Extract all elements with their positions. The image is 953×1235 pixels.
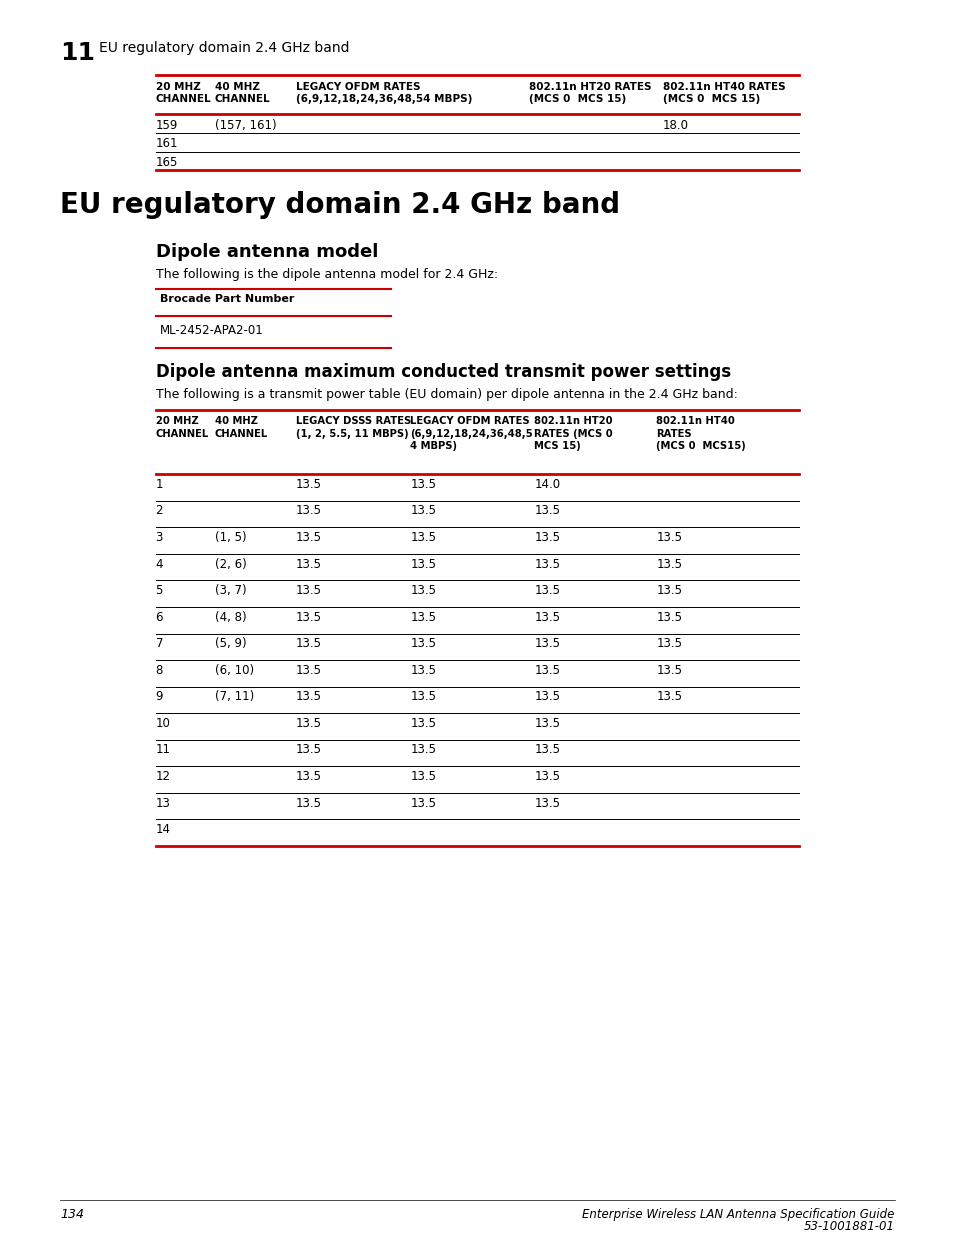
Text: 10: 10: [155, 716, 171, 730]
Text: 13: 13: [155, 797, 171, 810]
Text: 13.5: 13.5: [410, 743, 436, 757]
Text: (5, 9): (5, 9): [214, 637, 246, 651]
Text: 8: 8: [155, 664, 163, 677]
Text: 13.5: 13.5: [410, 504, 436, 517]
Text: (4, 8): (4, 8): [214, 611, 246, 624]
Text: 53-1001881-01: 53-1001881-01: [803, 1220, 894, 1234]
Text: 14: 14: [155, 824, 171, 836]
Text: Dipole antenna model: Dipole antenna model: [155, 243, 377, 262]
Text: 13.5: 13.5: [295, 637, 321, 651]
Text: 9: 9: [155, 690, 163, 704]
Text: 13.5: 13.5: [295, 531, 321, 545]
Text: 13.5: 13.5: [534, 637, 559, 651]
Text: 13.5: 13.5: [534, 716, 559, 730]
Text: 40 MHZ
CHANNEL: 40 MHZ CHANNEL: [214, 416, 268, 438]
Text: 13.5: 13.5: [295, 797, 321, 810]
Text: (7, 11): (7, 11): [214, 690, 253, 704]
Text: 802.11n HT40 RATES
(MCS 0  MCS 15): 802.11n HT40 RATES (MCS 0 MCS 15): [662, 82, 785, 104]
Text: 13.5: 13.5: [534, 771, 559, 783]
Text: 13.5: 13.5: [534, 690, 559, 704]
Text: 18.0: 18.0: [662, 119, 688, 132]
Text: 11: 11: [60, 41, 95, 64]
Text: The following is a transmit power table (EU domain) per dipole antenna in the 2.: The following is a transmit power table …: [155, 388, 737, 401]
Text: 13.5: 13.5: [410, 664, 436, 677]
Text: 13.5: 13.5: [410, 771, 436, 783]
Text: 12: 12: [155, 771, 171, 783]
Text: 20 MHZ
CHANNEL: 20 MHZ CHANNEL: [155, 82, 211, 104]
Text: 802.11n HT20 RATES
(MCS 0  MCS 15): 802.11n HT20 RATES (MCS 0 MCS 15): [529, 82, 651, 104]
Text: 13.5: 13.5: [534, 558, 559, 571]
Text: 13.5: 13.5: [656, 531, 681, 545]
Text: 134: 134: [60, 1208, 84, 1221]
Text: 13.5: 13.5: [534, 584, 559, 598]
Text: Enterprise Wireless LAN Antenna Specification Guide: Enterprise Wireless LAN Antenna Specific…: [582, 1208, 894, 1221]
Text: 13.5: 13.5: [656, 664, 681, 677]
Text: 13.5: 13.5: [534, 611, 559, 624]
Text: 161: 161: [155, 137, 178, 151]
Text: (6, 10): (6, 10): [214, 664, 253, 677]
Text: 13.5: 13.5: [295, 664, 321, 677]
Text: EU regulatory domain 2.4 GHz band: EU regulatory domain 2.4 GHz band: [99, 41, 350, 56]
Text: 159: 159: [155, 119, 177, 132]
Text: 13.5: 13.5: [410, 637, 436, 651]
Text: 2: 2: [155, 504, 163, 517]
Text: 13.5: 13.5: [534, 531, 559, 545]
Text: 5: 5: [155, 584, 163, 598]
Text: 802.11n HT40
RATES
(MCS 0  MCS15): 802.11n HT40 RATES (MCS 0 MCS15): [656, 416, 745, 451]
Text: 6: 6: [155, 611, 163, 624]
Text: 165: 165: [155, 156, 177, 169]
Text: (1, 5): (1, 5): [214, 531, 246, 545]
Text: 13.5: 13.5: [656, 558, 681, 571]
Text: (3, 7): (3, 7): [214, 584, 246, 598]
Text: 13.5: 13.5: [656, 637, 681, 651]
Text: (157, 161): (157, 161): [214, 119, 276, 132]
Text: 13.5: 13.5: [295, 558, 321, 571]
Text: 11: 11: [155, 743, 171, 757]
Text: 13.5: 13.5: [534, 797, 559, 810]
Text: 13.5: 13.5: [410, 690, 436, 704]
Text: 13.5: 13.5: [410, 478, 436, 492]
Text: The following is the dipole antenna model for 2.4 GHz:: The following is the dipole antenna mode…: [155, 268, 497, 282]
Text: LEGACY DSSS RATES
(1, 2, 5.5, 11 MBPS): LEGACY DSSS RATES (1, 2, 5.5, 11 MBPS): [295, 416, 411, 438]
Text: 14.0: 14.0: [534, 478, 559, 492]
Text: 13.5: 13.5: [295, 478, 321, 492]
Text: LEGACY OFDM RATES
(6,9,12,18,24,36,48,54 MBPS): LEGACY OFDM RATES (6,9,12,18,24,36,48,54…: [295, 82, 472, 104]
Text: 13.5: 13.5: [410, 611, 436, 624]
Text: 802.11n HT20
RATES (MCS 0
MCS 15): 802.11n HT20 RATES (MCS 0 MCS 15): [534, 416, 612, 451]
Text: ML-2452-APA2-01: ML-2452-APA2-01: [160, 324, 264, 337]
Text: (2, 6): (2, 6): [214, 558, 246, 571]
Text: LEGACY OFDM RATES
(6,9,12,18,24,36,48,5
4 MBPS): LEGACY OFDM RATES (6,9,12,18,24,36,48,5 …: [410, 416, 533, 451]
Text: 13.5: 13.5: [295, 690, 321, 704]
Text: 4: 4: [155, 558, 163, 571]
Text: 40 MHZ
CHANNEL: 40 MHZ CHANNEL: [214, 82, 270, 104]
Text: 13.5: 13.5: [656, 611, 681, 624]
Text: 13.5: 13.5: [410, 797, 436, 810]
Text: 13.5: 13.5: [656, 690, 681, 704]
Text: Dipole antenna maximum conducted transmit power settings: Dipole antenna maximum conducted transmi…: [155, 363, 730, 382]
Text: 13.5: 13.5: [410, 558, 436, 571]
Text: 13.5: 13.5: [534, 504, 559, 517]
Text: 13.5: 13.5: [534, 743, 559, 757]
Text: 7: 7: [155, 637, 163, 651]
Text: 20 MHZ
CHANNEL: 20 MHZ CHANNEL: [155, 416, 209, 438]
Text: EU regulatory domain 2.4 GHz band: EU regulatory domain 2.4 GHz band: [60, 191, 619, 220]
Text: 13.5: 13.5: [656, 584, 681, 598]
Text: Brocade Part Number: Brocade Part Number: [160, 294, 294, 304]
Text: 13.5: 13.5: [410, 716, 436, 730]
Text: 13.5: 13.5: [295, 771, 321, 783]
Text: 13.5: 13.5: [295, 743, 321, 757]
Text: 3: 3: [155, 531, 163, 545]
Text: 13.5: 13.5: [295, 504, 321, 517]
Text: 13.5: 13.5: [295, 584, 321, 598]
Text: 13.5: 13.5: [295, 611, 321, 624]
Text: 13.5: 13.5: [295, 716, 321, 730]
Text: 13.5: 13.5: [410, 531, 436, 545]
Text: 13.5: 13.5: [534, 664, 559, 677]
Text: 13.5: 13.5: [410, 584, 436, 598]
Text: 1: 1: [155, 478, 163, 492]
